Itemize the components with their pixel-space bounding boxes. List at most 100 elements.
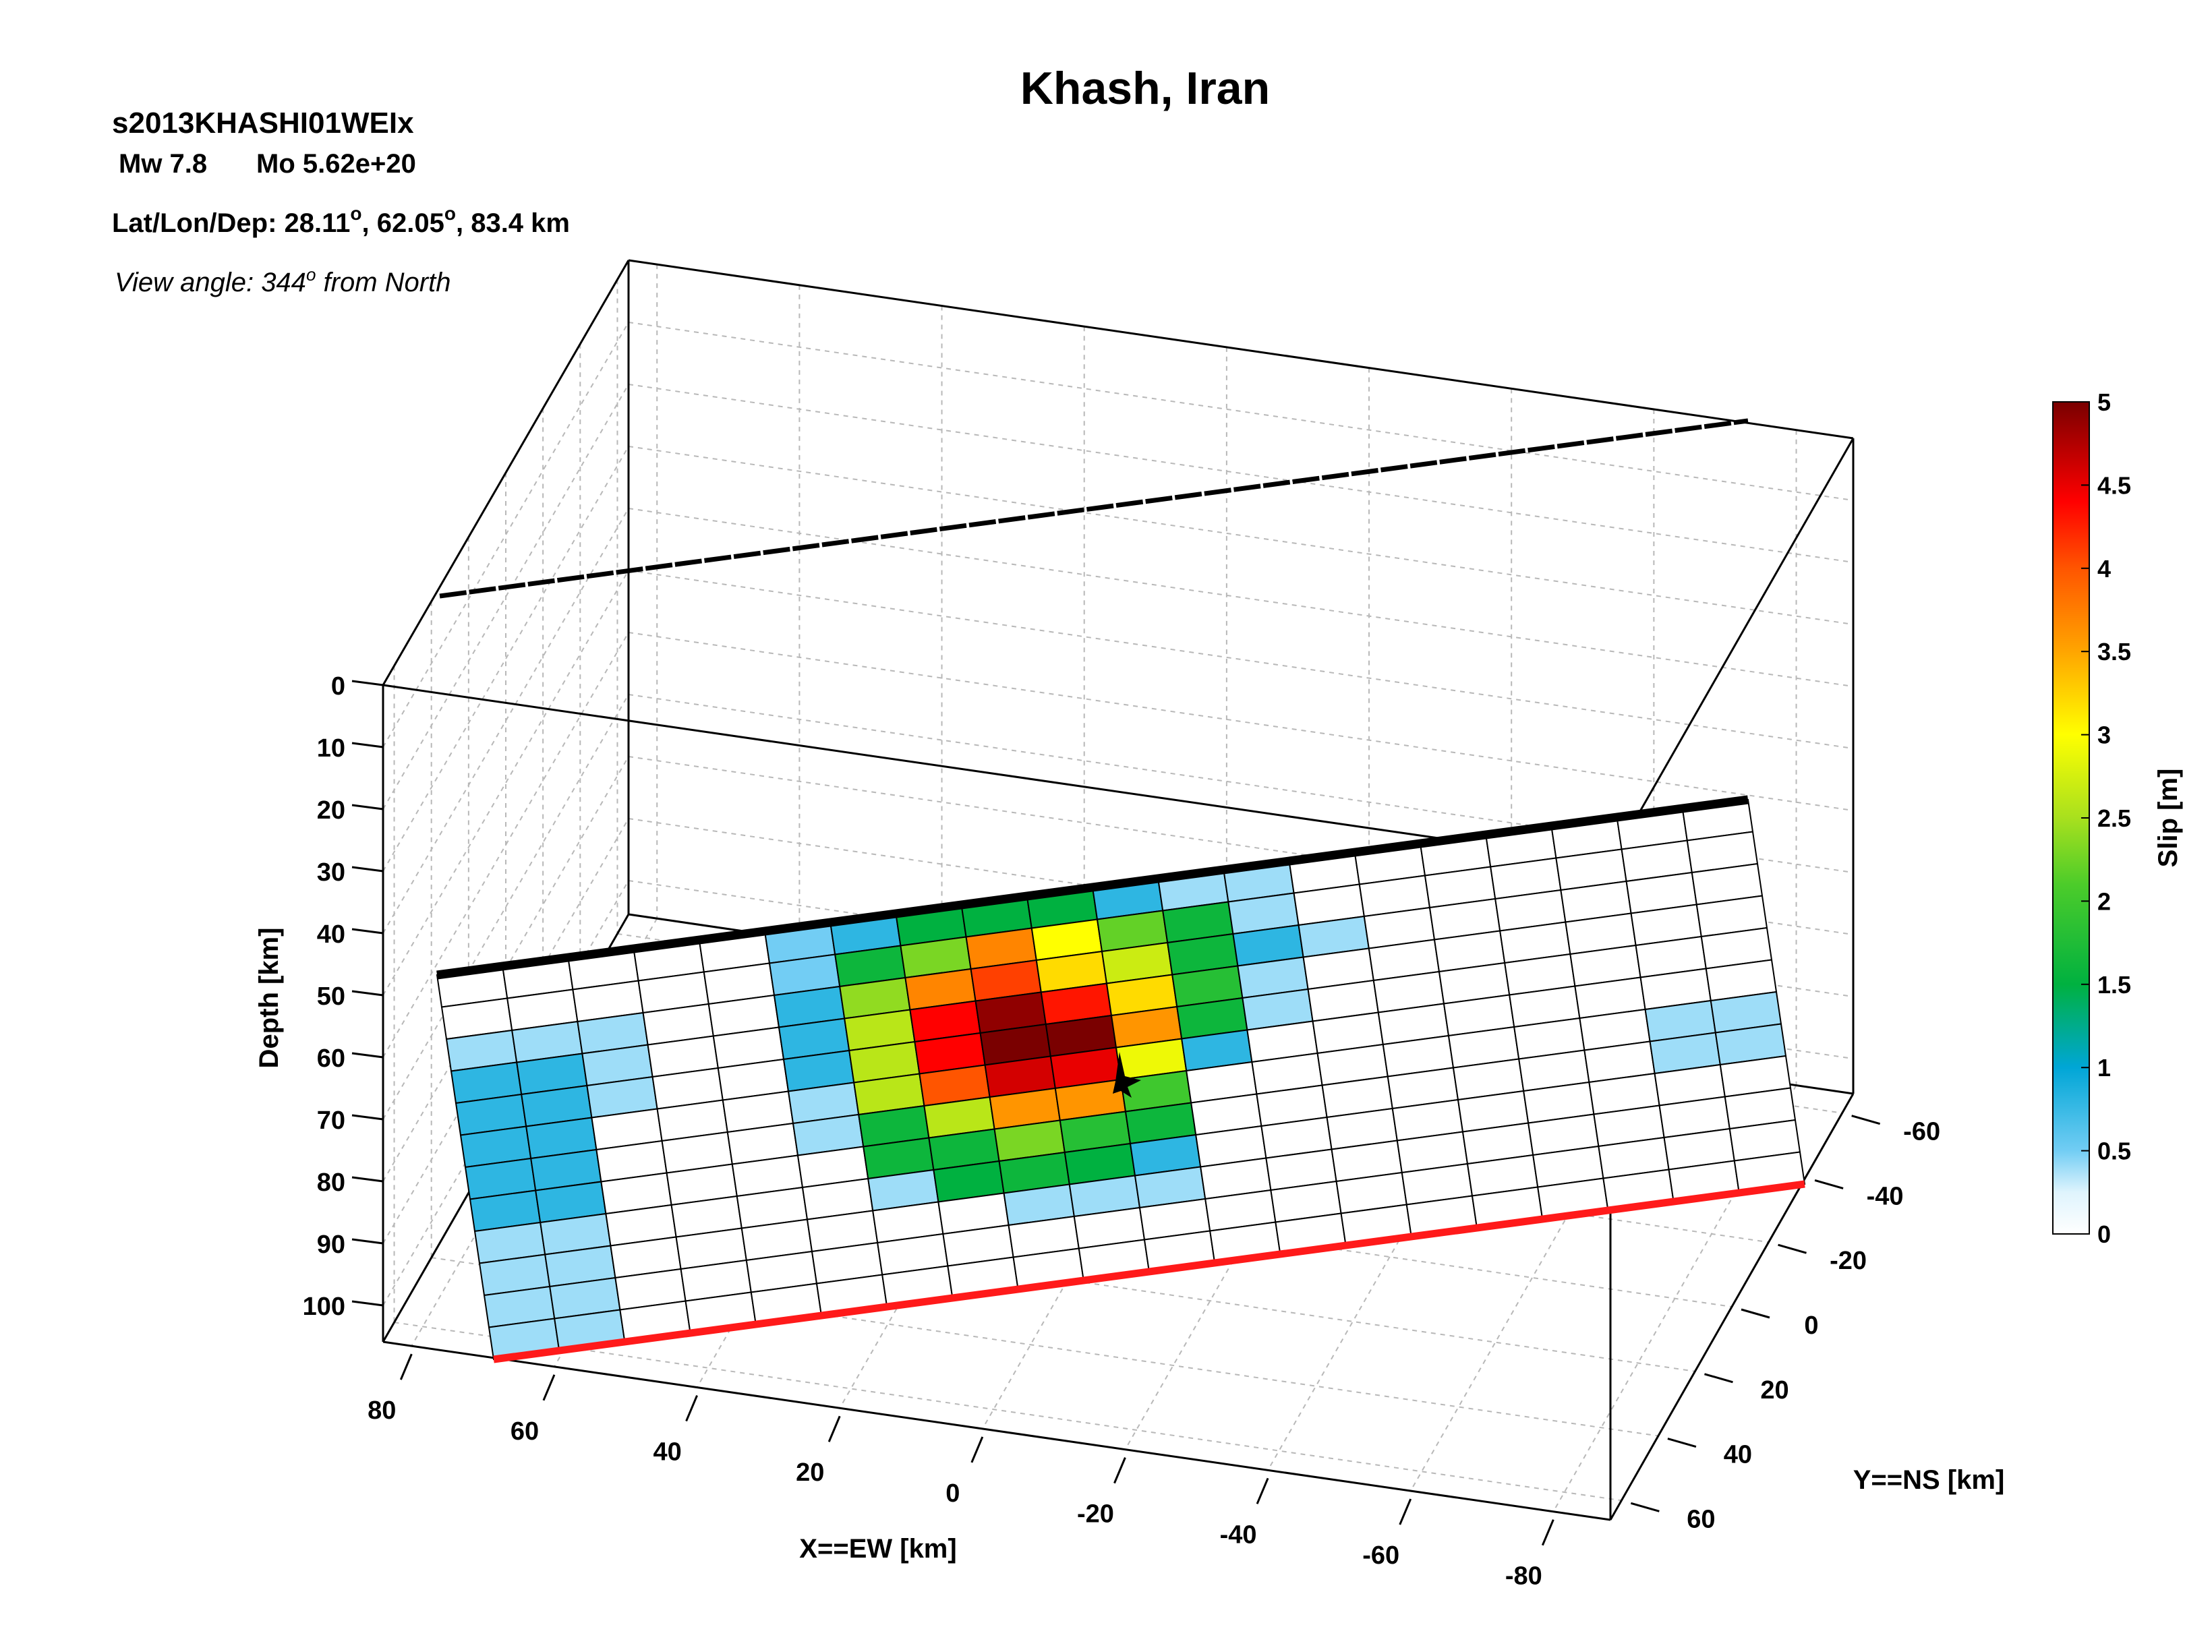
depth-tick-label: 20 bbox=[317, 796, 345, 825]
depth-tick bbox=[351, 680, 384, 686]
gridline bbox=[382, 446, 629, 872]
event-id: s2013KHASHI01WEIx bbox=[112, 107, 414, 140]
ew-tick bbox=[542, 1374, 556, 1401]
box-edge-top-back bbox=[628, 259, 1854, 440]
ew-tick bbox=[685, 1394, 698, 1422]
gridline bbox=[628, 322, 1854, 501]
colorbar-tick-label: 4.5 bbox=[2097, 471, 2131, 499]
ns-tick bbox=[1741, 1308, 1770, 1319]
ns-tick bbox=[1630, 1502, 1660, 1512]
depth-tick-label: 90 bbox=[317, 1231, 345, 1259]
ew-tick-label: -80 bbox=[1505, 1562, 1542, 1591]
ew-tick-label: 20 bbox=[796, 1458, 824, 1487]
depth-tick-label: 70 bbox=[317, 1107, 345, 1135]
colorbar-label: Slip [m] bbox=[2153, 769, 2183, 868]
ew-tick bbox=[827, 1415, 841, 1442]
ew-tick-label: 80 bbox=[368, 1396, 396, 1425]
lat-lon-depth: Lat/Lon/Dep: 28.11o, 62.05o, 83.4 km bbox=[112, 203, 570, 238]
colorbar-tick-label: 4 bbox=[2097, 555, 2111, 583]
gridline bbox=[628, 446, 1854, 625]
depth-tick-label: 40 bbox=[317, 920, 345, 949]
box-edge-top-left bbox=[382, 260, 630, 686]
ew-tick bbox=[1113, 1457, 1126, 1484]
box-edge-bottom-right bbox=[1609, 1093, 1855, 1521]
chart-title: Khash, Iran bbox=[1020, 63, 1270, 114]
depth-tick-label: 80 bbox=[317, 1169, 345, 1197]
depth-tick-label: 30 bbox=[317, 858, 345, 887]
gridline bbox=[394, 1322, 1622, 1502]
ew-tick bbox=[1399, 1498, 1412, 1525]
ns-axis: -60 -40 -20 0 20 40 60 bbox=[1630, 1115, 1940, 1533]
depth-tick bbox=[351, 804, 384, 810]
ew-tick-label: 40 bbox=[653, 1438, 681, 1467]
colorbar-tick-label: 2.5 bbox=[2097, 804, 2131, 832]
ew-tick-label: -40 bbox=[1220, 1521, 1257, 1549]
gridline bbox=[382, 756, 629, 1182]
ew-tick-label: 0 bbox=[945, 1479, 960, 1508]
gridline bbox=[382, 632, 629, 1058]
fault-plane bbox=[436, 798, 1806, 1361]
gridline bbox=[382, 322, 629, 748]
magnitude: Mw 7.8 bbox=[119, 149, 207, 179]
box-edge-top-front bbox=[382, 684, 1611, 864]
ns-axis-label: Y==NS [km] bbox=[1853, 1465, 2005, 1495]
hypocenter-star-icon bbox=[1113, 1052, 1141, 1098]
depth-tick bbox=[351, 1176, 384, 1183]
colorbar-tick-label: 3.5 bbox=[2097, 638, 2131, 666]
view-angle: View angle: 344o from North bbox=[115, 264, 450, 297]
depth-tick-label: 0 bbox=[331, 672, 345, 701]
depth-tick-label: 60 bbox=[317, 1044, 345, 1073]
ns-tick-label: -40 bbox=[1867, 1182, 1904, 1210]
ns-tick-label: 40 bbox=[1724, 1441, 1752, 1469]
depth-tick bbox=[351, 1238, 384, 1245]
gridline bbox=[431, 1257, 1659, 1437]
box-edge-top-right bbox=[1609, 438, 1855, 864]
ns-tick bbox=[1704, 1373, 1733, 1384]
colorbar-tick-label: 5 bbox=[2097, 388, 2111, 416]
depth-axis: 0 10 20 30 40 50 60 70 80 90 100 bbox=[303, 672, 384, 1321]
gridline bbox=[628, 570, 1854, 749]
ew-axis-label: X==EW [km] bbox=[799, 1534, 956, 1564]
ns-tick-label: -60 bbox=[1903, 1118, 1940, 1146]
depth-tick bbox=[351, 1300, 384, 1307]
depth-tick bbox=[351, 928, 384, 935]
ew-tick-label: -20 bbox=[1077, 1500, 1114, 1529]
gridline bbox=[1267, 1043, 1513, 1471]
depth-tick-label: 10 bbox=[317, 734, 345, 763]
gridline bbox=[628, 384, 1854, 563]
gridline bbox=[628, 632, 1854, 811]
colorbar: 0 0.5 1 1.5 2 2.5 3 3.5 4 4.5 5 bbox=[2052, 388, 2131, 1248]
colorbar-tick-label: 3 bbox=[2097, 721, 2111, 749]
gridline bbox=[1552, 1085, 1797, 1512]
surface-trace-line bbox=[439, 418, 1749, 599]
ns-tick-label: 0 bbox=[1804, 1311, 1818, 1340]
gridline bbox=[505, 1127, 1733, 1307]
gridline bbox=[382, 818, 629, 1244]
colorbar-tick-label: 1.5 bbox=[2097, 971, 2131, 999]
ns-tick bbox=[1851, 1115, 1881, 1125]
ns-tick-label: -20 bbox=[1830, 1247, 1867, 1275]
ns-tick bbox=[1814, 1179, 1844, 1189]
gridline bbox=[382, 570, 629, 996]
depth-tick bbox=[351, 1052, 384, 1059]
ew-tick bbox=[1256, 1477, 1269, 1504]
gridline bbox=[628, 508, 1854, 687]
ew-tick-label: 60 bbox=[511, 1417, 539, 1446]
gridline bbox=[1409, 1064, 1655, 1492]
ns-tick-label: 20 bbox=[1760, 1376, 1788, 1405]
box-edge-bottom-front bbox=[382, 1340, 1611, 1521]
fault-top-edge bbox=[436, 795, 1749, 980]
colorbar-tick-label: 0 bbox=[2097, 1220, 2111, 1248]
gridline bbox=[382, 694, 629, 1120]
depth-tick bbox=[351, 990, 384, 997]
ns-tick bbox=[1778, 1243, 1807, 1254]
gridline bbox=[382, 508, 629, 934]
moment: Mo 5.62e+20 bbox=[256, 149, 416, 179]
gridline bbox=[468, 1192, 1695, 1372]
ew-tick bbox=[970, 1436, 984, 1463]
depth-tick bbox=[351, 866, 384, 873]
gridline bbox=[382, 384, 629, 810]
colorbar-tick-label: 1 bbox=[2097, 1054, 2111, 1082]
colorbar-tick-label: 0.5 bbox=[2097, 1138, 2131, 1165]
